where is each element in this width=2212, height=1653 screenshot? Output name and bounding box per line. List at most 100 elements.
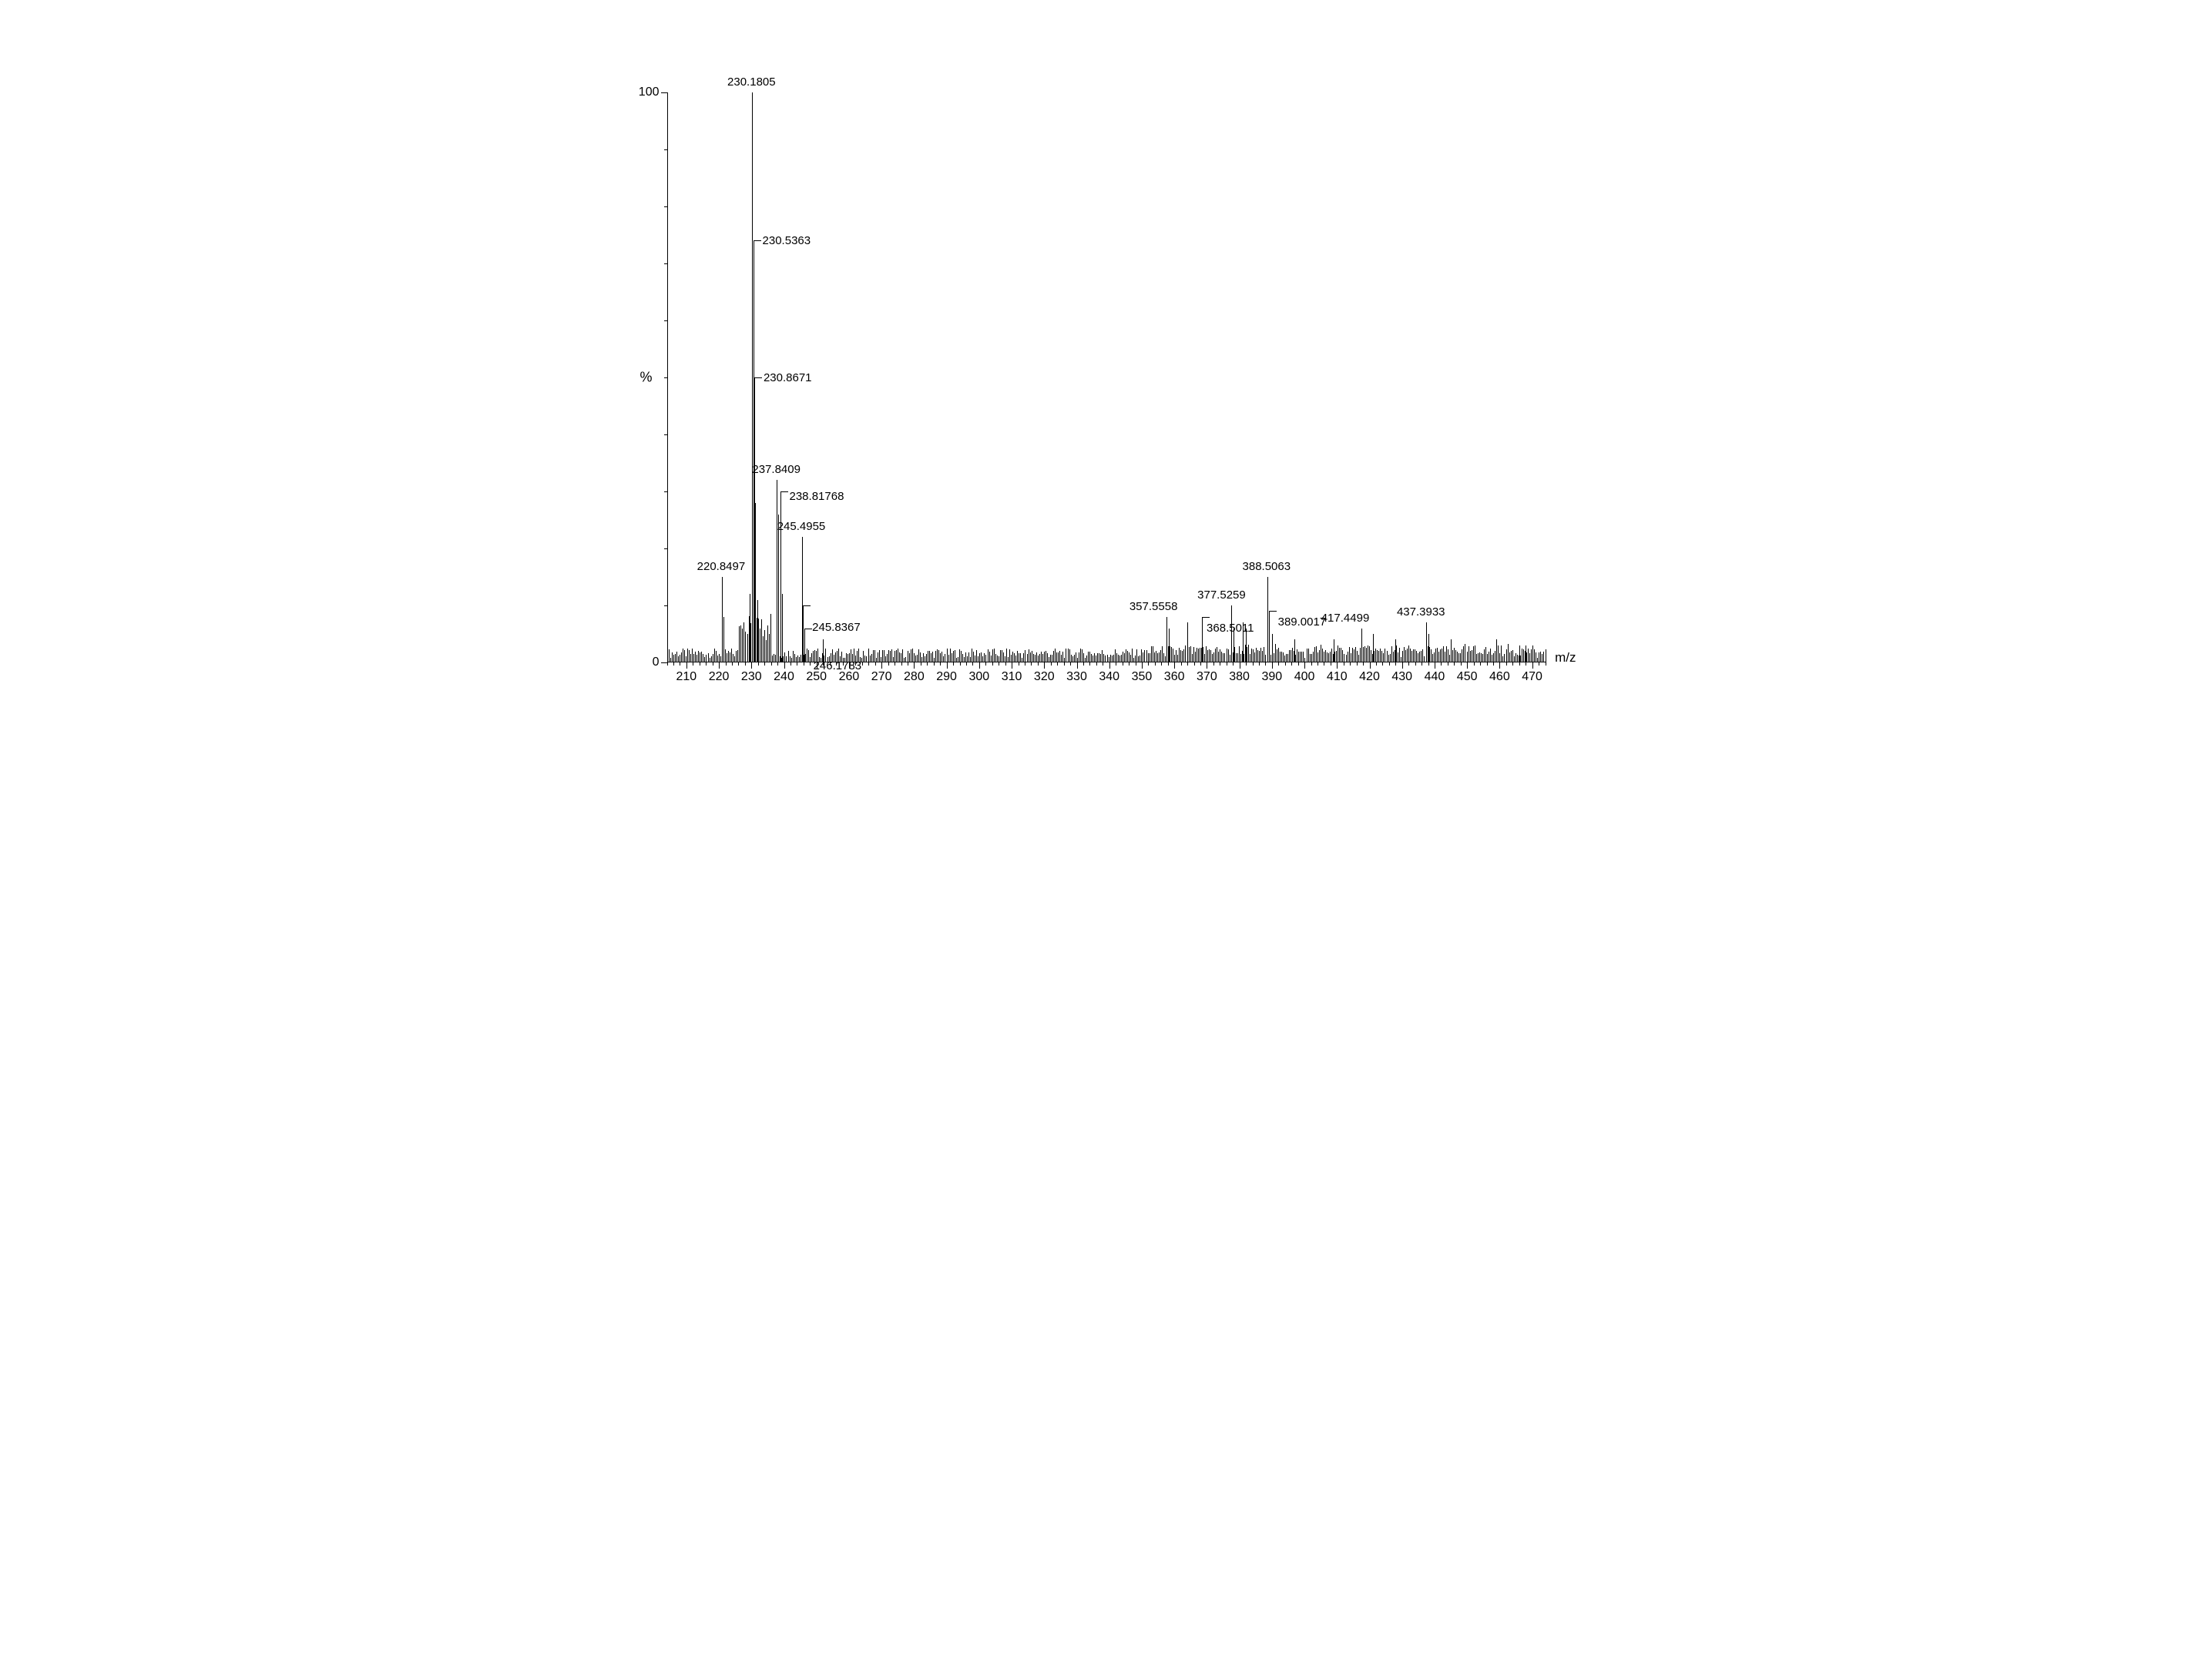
noise-line — [1033, 654, 1034, 662]
noise-line — [1089, 652, 1090, 662]
x-tick-minor — [1461, 662, 1462, 666]
noise-line — [784, 652, 785, 662]
noise-line — [1449, 655, 1450, 662]
noise-line — [1171, 647, 1172, 662]
noise-line — [1008, 657, 1009, 662]
noise-line — [708, 653, 709, 662]
noise-line — [1251, 649, 1252, 662]
noise-line — [1083, 653, 1084, 662]
noise-line — [1349, 647, 1350, 662]
x-tick-minor — [1187, 662, 1188, 666]
label-leader — [754, 377, 762, 378]
noise-line — [1012, 652, 1013, 662]
noise-line — [675, 654, 676, 662]
noise-line — [970, 657, 971, 662]
noise-line — [1062, 652, 1063, 662]
noise-line — [888, 650, 889, 662]
noise-line — [1069, 649, 1070, 662]
noise-line — [796, 657, 797, 662]
noise-line — [1540, 652, 1541, 662]
noise-line — [896, 650, 897, 662]
x-tick — [1532, 662, 1533, 669]
x-tick-minor — [667, 662, 668, 666]
noise-line — [1213, 652, 1214, 662]
noise-line — [764, 630, 765, 662]
noise-line — [1534, 649, 1535, 662]
spectrum-peak — [780, 491, 781, 662]
spectrum-peak — [1519, 645, 1520, 662]
x-tick-minor — [732, 662, 733, 666]
x-tick-minor — [901, 662, 902, 666]
y-tick-minor — [664, 320, 667, 321]
noise-line — [1097, 653, 1098, 662]
x-axis-title: m/z — [1555, 650, 1576, 666]
y-tick-minor — [664, 149, 667, 150]
noise-line — [1157, 653, 1158, 662]
noise-line — [1198, 649, 1199, 662]
x-tick-minor — [1064, 662, 1065, 666]
noise-line — [1195, 652, 1196, 662]
x-tick-minor — [1070, 662, 1071, 666]
noise-line — [1388, 655, 1389, 662]
noise-line — [794, 654, 795, 662]
spectrum-peak — [1294, 639, 1295, 662]
noise-line — [1317, 652, 1318, 662]
noise-line — [1265, 655, 1266, 662]
noise-line — [1236, 653, 1237, 662]
noise-line — [1383, 653, 1384, 662]
x-tick — [719, 662, 720, 669]
noise-line — [1339, 648, 1340, 662]
noise-line — [1162, 646, 1163, 662]
noise-line — [984, 653, 985, 662]
noise-line — [1331, 649, 1332, 662]
noise-line — [953, 651, 954, 662]
x-tick-label: 240 — [774, 670, 794, 684]
x-tick — [784, 662, 785, 669]
noise-line — [1446, 646, 1447, 662]
noise-line — [1044, 652, 1045, 662]
x-tick — [979, 662, 980, 669]
noise-line — [997, 656, 998, 662]
y-tick-minor — [664, 605, 667, 606]
x-tick-minor — [1253, 662, 1254, 666]
noise-line — [1020, 653, 1021, 662]
noise-line — [1080, 649, 1081, 662]
noise-line — [739, 626, 740, 662]
x-tick — [1337, 662, 1338, 669]
noise-line — [1074, 655, 1075, 662]
x-tick-minor — [953, 662, 954, 666]
spectrum-peak — [1243, 622, 1244, 662]
noise-line — [1529, 653, 1530, 662]
x-tick — [751, 662, 752, 669]
noise-line — [763, 636, 764, 662]
noise-line — [1473, 646, 1474, 662]
noise-line — [1228, 649, 1229, 662]
noise-line — [1482, 654, 1483, 662]
noise-line — [918, 649, 919, 662]
x-tick-label: 440 — [1425, 670, 1445, 684]
noise-line — [689, 650, 690, 662]
noise-line — [1493, 653, 1494, 662]
noise-line — [1537, 658, 1538, 662]
y-tick-minor — [664, 548, 667, 549]
noise-line — [811, 653, 812, 662]
noise-line — [1487, 654, 1488, 662]
noise-line — [1254, 652, 1255, 662]
noise-line — [882, 650, 883, 662]
noise-line — [1432, 654, 1433, 662]
peak-label: 417.4499 — [1321, 612, 1370, 625]
noise-line — [761, 619, 762, 662]
noise-line — [1163, 653, 1164, 662]
noise-line — [1064, 658, 1065, 662]
x-tick-minor — [1155, 662, 1156, 666]
x-tick-minor — [1265, 662, 1266, 666]
x-tick-minor — [790, 662, 791, 666]
noise-line — [1292, 648, 1293, 662]
noise-line — [1378, 651, 1379, 662]
noise-line — [991, 656, 992, 662]
spectrum-peak — [1267, 577, 1268, 662]
x-tick-minor — [1298, 662, 1299, 666]
spectrum-peak — [1361, 629, 1362, 662]
label-leader — [754, 240, 761, 241]
noise-line — [1240, 654, 1241, 662]
